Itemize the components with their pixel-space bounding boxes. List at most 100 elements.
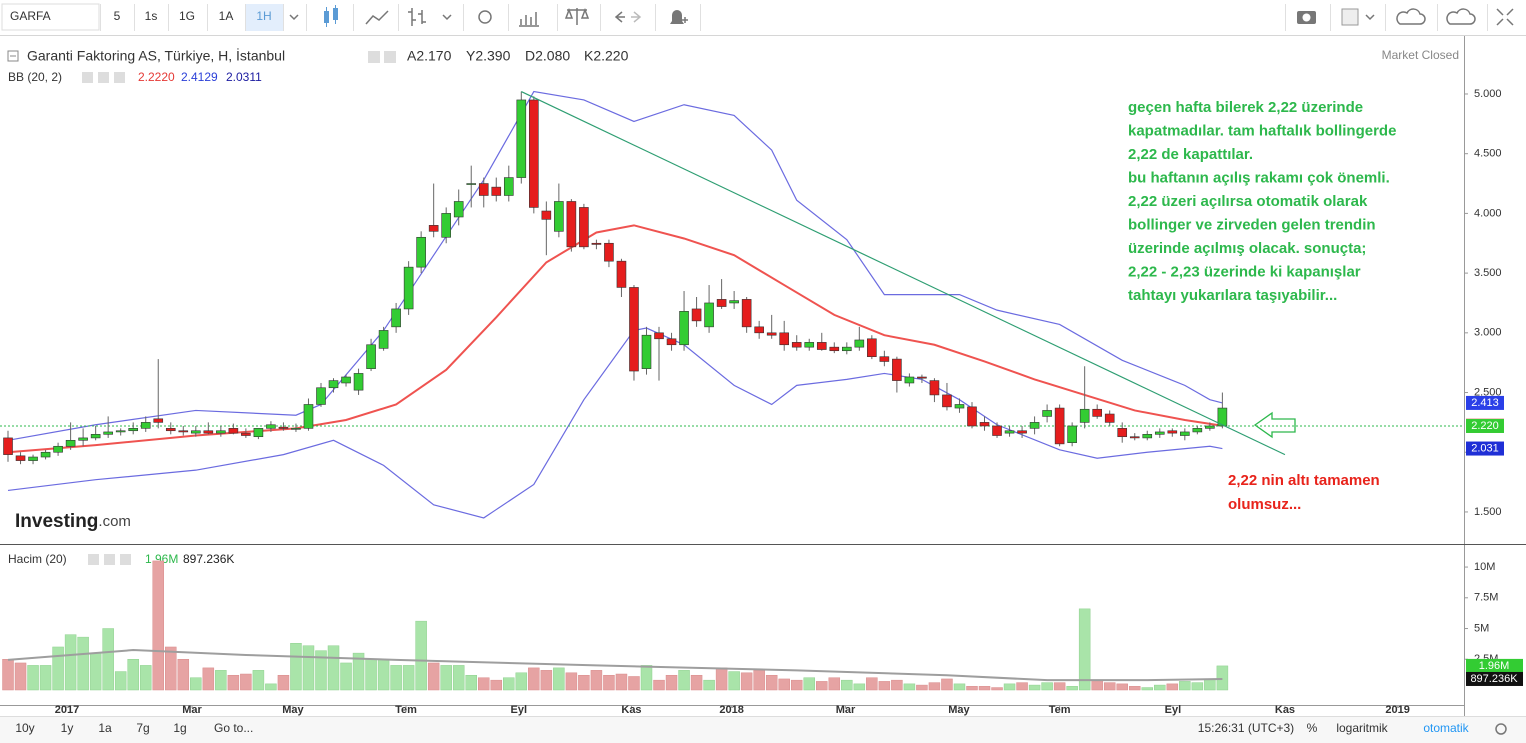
volume-bar xyxy=(790,679,803,691)
bollinger-upper xyxy=(7,90,1223,441)
candle-body xyxy=(917,376,927,379)
legend-icon[interactable] xyxy=(384,51,396,63)
volume-bar xyxy=(703,679,715,691)
candle-body xyxy=(791,342,802,348)
range-button[interactable]: 1a xyxy=(98,721,112,735)
logo-suffix: .com xyxy=(98,513,131,530)
volume-bar xyxy=(740,672,753,691)
dropdown-icon[interactable] xyxy=(1365,14,1375,21)
line-type-icon[interactable] xyxy=(365,10,389,25)
volume-label-bg xyxy=(1466,671,1523,686)
range-button[interactable]: 1g xyxy=(173,721,186,735)
volume-bar xyxy=(615,673,628,691)
price-label-bg xyxy=(1466,418,1504,433)
dropdown-icon[interactable] xyxy=(289,14,299,21)
candle-type-icon[interactable] xyxy=(324,5,338,27)
candle-body xyxy=(128,428,139,432)
range-button[interactable]: 1y xyxy=(61,721,74,735)
volume-bar xyxy=(152,560,164,691)
annotation-line: tahtayı yukarılara taşıyabilir... xyxy=(1128,287,1337,304)
legend-icon[interactable] xyxy=(88,554,99,565)
volume-bar xyxy=(753,670,765,691)
volume-bar xyxy=(139,665,152,691)
volume-bar xyxy=(340,662,352,691)
candle-body xyxy=(766,332,777,336)
x-tick-label: Mar xyxy=(182,704,202,716)
collapse-icon[interactable] xyxy=(7,50,19,62)
layout-icon[interactable] xyxy=(1341,8,1359,26)
bb-legend-value: 2.2220 xyxy=(138,70,175,84)
interval[interactable]: 1s xyxy=(145,9,158,23)
volume-bar xyxy=(653,679,665,691)
legend-icon[interactable] xyxy=(368,51,380,63)
volume-bar xyxy=(878,681,891,691)
candle-body xyxy=(816,342,827,350)
candle-body xyxy=(666,338,677,346)
interval[interactable]: 5 xyxy=(114,9,121,23)
volume-bar xyxy=(1103,682,1116,691)
candle-body xyxy=(453,201,464,218)
dropdown-icon[interactable] xyxy=(442,14,452,21)
fullscreen-icon[interactable] xyxy=(1496,8,1514,26)
volume-bar xyxy=(853,683,866,691)
candle-body xyxy=(1192,428,1203,433)
save-icon[interactable] xyxy=(1446,8,1476,25)
ohlc-low: D2.080 xyxy=(525,48,570,64)
x-tick-label: Eyl xyxy=(511,704,528,716)
volume-bar xyxy=(477,677,490,691)
range-button[interactable]: 10y xyxy=(15,721,34,735)
undo-icon[interactable] xyxy=(614,11,625,23)
redo-icon[interactable] xyxy=(631,11,642,23)
bollinger-lower xyxy=(7,327,1223,519)
legend-icon[interactable] xyxy=(82,72,93,83)
volume-bar xyxy=(327,645,340,691)
volume-bar xyxy=(1128,686,1141,691)
footer-settings-icon[interactable] xyxy=(1495,723,1507,735)
y-tick-label: 5.000 xyxy=(1474,88,1502,100)
volume-bar xyxy=(928,682,941,691)
legend-icon[interactable] xyxy=(114,72,125,83)
volume-bar xyxy=(64,634,77,691)
candle-body xyxy=(1029,422,1040,429)
volume-bar xyxy=(2,659,14,691)
candle-body xyxy=(541,210,552,220)
ohlc-high: Y2.390 xyxy=(466,48,511,64)
legend-icon[interactable] xyxy=(104,554,115,565)
volume-bar xyxy=(640,665,653,691)
candle-body xyxy=(328,380,339,389)
percent-toggle[interactable]: % xyxy=(1307,721,1318,735)
alert-icon[interactable] xyxy=(670,10,684,24)
interval[interactable]: 1A xyxy=(219,9,234,23)
log-toggle[interactable]: logaritmik xyxy=(1336,721,1388,735)
volume-bar xyxy=(77,636,89,691)
volume-bar xyxy=(841,679,853,691)
compare-icon[interactable] xyxy=(564,7,590,25)
annotation-line: bollinger ve zirveden gelen trendin xyxy=(1128,216,1376,233)
symbol[interactable]: GARFA xyxy=(10,9,51,23)
auto-toggle[interactable]: otomatik xyxy=(1423,721,1469,735)
annotation-line: 2,22 üzeri açılırsa otomatik olarak xyxy=(1128,193,1368,210)
legend-icon[interactable] xyxy=(98,72,109,83)
load-icon[interactable] xyxy=(1396,8,1426,25)
volume-bar xyxy=(1041,682,1053,691)
go-to[interactable]: Go to... xyxy=(214,721,253,735)
y-tick-label: 1.500 xyxy=(1474,506,1502,518)
range-button[interactable]: 7g xyxy=(136,721,149,735)
volume-bar xyxy=(665,674,678,691)
bar-type-icon[interactable] xyxy=(408,8,426,26)
volume-bar xyxy=(114,671,127,691)
candle-body xyxy=(629,287,639,372)
candle-body xyxy=(291,428,301,430)
candle-body xyxy=(278,426,289,429)
annotation-line: 2,22 - 2,23 üzerinde ki kapanışlar xyxy=(1128,263,1361,280)
settings-icon[interactable] xyxy=(478,10,492,24)
candle-body xyxy=(1180,431,1190,436)
indicators-icon[interactable] xyxy=(519,12,539,27)
symbol-box[interactable] xyxy=(1,3,100,31)
candle-body xyxy=(403,266,414,310)
interval[interactable]: 1G xyxy=(179,9,195,23)
annotation-line: 2,22 nin altı tamamen xyxy=(1228,472,1380,489)
legend-icon[interactable] xyxy=(120,554,131,565)
market-status: Market Closed xyxy=(1382,48,1459,62)
interval-active[interactable]: 1H xyxy=(256,9,271,23)
